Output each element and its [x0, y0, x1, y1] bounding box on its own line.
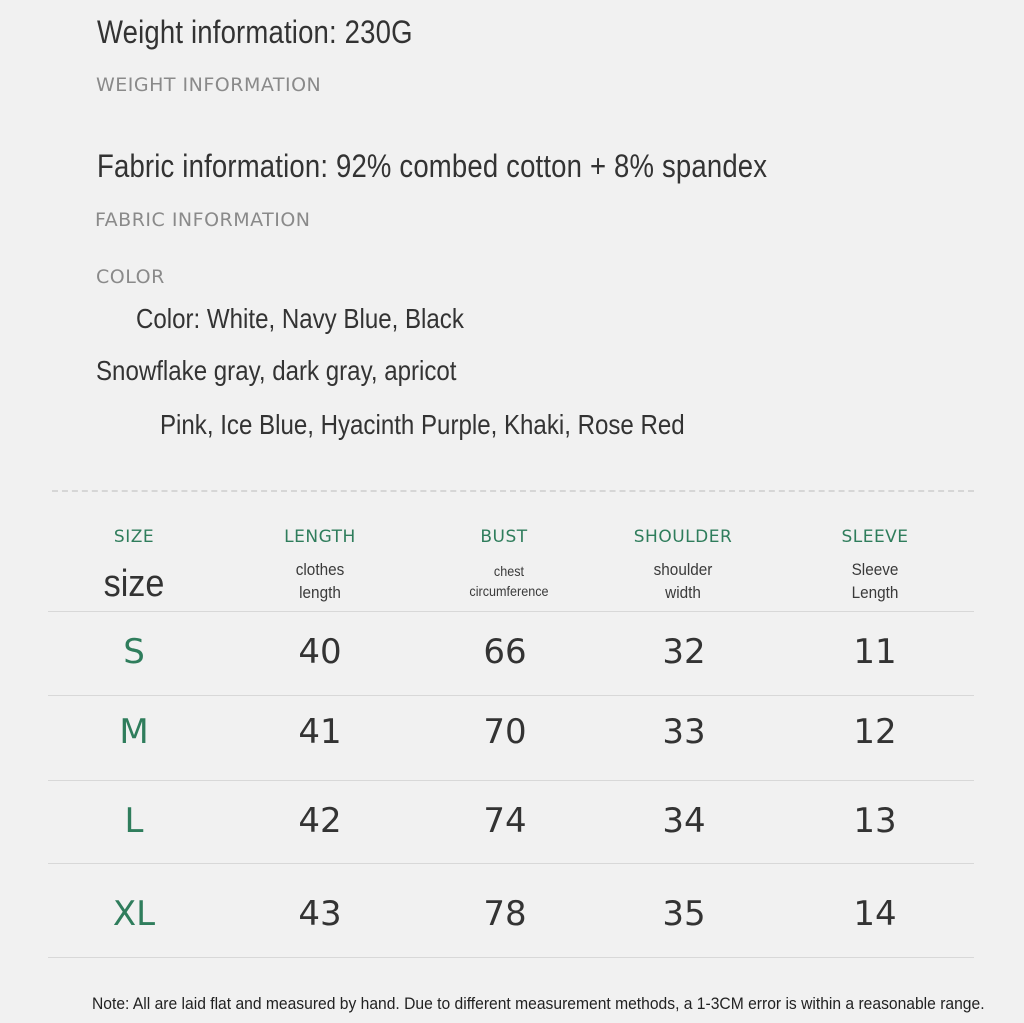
header-sleeve: SLEEVE	[841, 527, 909, 547]
row-divider	[48, 780, 974, 781]
header-shoulder-sub-line-1: shoulder	[653, 560, 713, 579]
row-divider	[48, 957, 974, 958]
header-length-sub-line-1: clothes	[295, 560, 345, 579]
header-shoulder: SHOULDER	[633, 527, 733, 547]
header-bust-sub: chest circumference	[469, 561, 548, 601]
shoulder-cell: 35	[662, 894, 706, 934]
header-length-sub-line-2: length	[299, 583, 341, 602]
bust-cell: 74	[483, 801, 527, 841]
header-sleeve-sub: Sleeve Length	[852, 558, 899, 604]
length-cell: 43	[298, 894, 342, 934]
measurement-note: Note: All are laid flat and measured by …	[92, 994, 985, 1013]
bust-cell: 70	[483, 712, 527, 752]
header-length: LENGTH	[284, 527, 356, 547]
length-cell: 42	[298, 801, 342, 841]
weight-title: Weight information: 230G	[97, 14, 413, 50]
shoulder-cell: 33	[662, 712, 706, 752]
color-line-1: Color: White, Navy Blue, Black	[136, 303, 464, 334]
color-line-2: Snowflake gray, dark gray, apricot	[96, 355, 457, 386]
row-divider	[48, 695, 974, 696]
fabric-title: Fabric information: 92% combed cotton + …	[97, 148, 768, 184]
row-divider	[48, 611, 974, 612]
sleeve-cell: 13	[853, 801, 897, 841]
header-sleeve-sub-line-1: Sleeve	[851, 560, 899, 579]
color-line-3: Pink, Ice Blue, Hyacinth Purple, Khaki, …	[160, 409, 685, 440]
bust-cell: 66	[483, 632, 527, 672]
header-bust-sub-line-1: chest	[493, 563, 525, 579]
size-cell: M	[119, 712, 149, 752]
length-cell: 40	[298, 632, 342, 672]
sleeve-cell: 14	[853, 894, 897, 934]
header-bust: BUST	[480, 527, 528, 547]
header-sleeve-sub-line-2: Length	[851, 583, 899, 602]
size-cell: XL	[112, 894, 156, 934]
shoulder-cell: 34	[662, 801, 706, 841]
sleeve-cell: 12	[853, 712, 897, 752]
header-size-sub: size	[103, 563, 165, 605]
row-divider	[48, 863, 974, 864]
color-label: COLOR	[96, 266, 165, 288]
fabric-subtitle: FABRIC INFORMATION	[95, 209, 311, 231]
header-length-sub: clothes length	[296, 558, 344, 604]
bust-cell: 78	[483, 894, 527, 934]
header-shoulder-sub-line-2: width	[665, 583, 701, 602]
size-cell: S	[123, 632, 145, 672]
header-bust-sub-line-2: circumference	[469, 583, 549, 599]
length-cell: 41	[298, 712, 342, 752]
header-shoulder-sub: shoulder width	[654, 558, 713, 604]
sleeve-cell: 11	[853, 632, 897, 672]
weight-subtitle: WEIGHT INFORMATION	[96, 74, 322, 96]
dashed-divider	[52, 490, 974, 492]
shoulder-cell: 32	[662, 632, 706, 672]
header-size: SIZE	[113, 527, 155, 547]
size-cell: L	[124, 801, 144, 841]
